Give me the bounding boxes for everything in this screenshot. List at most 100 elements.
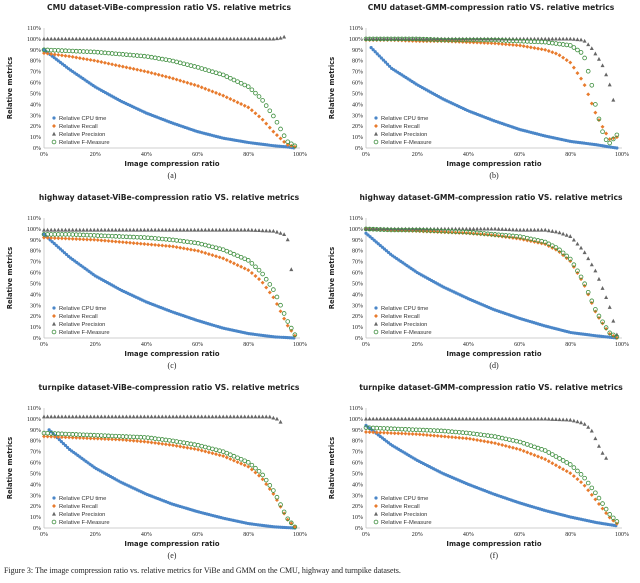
data-point-fmeasure	[181, 440, 187, 446]
data-point-precision	[224, 414, 229, 419]
data-point-recall	[478, 438, 483, 443]
data-point-recall	[525, 44, 530, 49]
data-point-recall	[228, 97, 233, 101]
y-tick-label: 0%	[355, 526, 363, 532]
y-tick-label: 90%	[30, 48, 41, 54]
data-point-recall	[85, 57, 89, 62]
data-point-fmeasure	[249, 261, 255, 266]
data-point-precision	[163, 227, 168, 232]
data-point-recall	[149, 440, 154, 445]
data-point-precision	[106, 227, 111, 232]
y-tick-label: 50%	[352, 471, 363, 477]
data-point-precision	[267, 414, 272, 419]
data-point-precision	[493, 226, 498, 231]
series-cpu	[42, 48, 296, 150]
data-point-recall	[503, 42, 508, 47]
data-point-precision	[131, 414, 136, 419]
x-axis-label: Image compression ratio	[124, 350, 219, 358]
legend-marker-recall	[374, 314, 378, 318]
data-point-fmeasure	[253, 465, 258, 471]
data-point-recall	[52, 236, 57, 241]
data-point-recall	[589, 101, 594, 106]
data-point-recall	[185, 80, 190, 85]
data-point-precision	[417, 36, 422, 41]
data-point-recall	[424, 433, 429, 437]
data-point-precision	[546, 416, 551, 421]
data-point-cpu	[52, 241, 56, 246]
data-point-fmeasure	[271, 287, 276, 292]
data-point-fmeasure	[614, 519, 620, 524]
data-point-recall	[410, 432, 415, 436]
x-tick-label: 60%	[514, 342, 525, 348]
x-tick-label: 0%	[362, 152, 370, 158]
data-point-fmeasure	[607, 512, 613, 517]
data-point-precision	[493, 416, 498, 421]
data-point-recall	[110, 437, 115, 442]
data-point-recall	[446, 230, 451, 235]
data-point-cpu	[64, 252, 69, 257]
data-point-recall	[120, 240, 125, 245]
legend-label-cpu: Relative CPU time	[59, 496, 106, 502]
figure-caption: Figure 3: The image compression ratio vs…	[4, 566, 401, 575]
data-point-precision	[510, 416, 515, 421]
data-point-precision	[399, 416, 404, 421]
legend: Relative CPU time Relative Recall Relative…	[373, 116, 432, 146]
data-point-fmeasure	[274, 119, 280, 125]
chart-title: turnpike dataset-GMM-compression ratio V…	[359, 383, 623, 392]
data-point-fmeasure	[267, 108, 273, 114]
data-point-precision	[117, 414, 122, 419]
data-point-recall	[242, 463, 247, 468]
data-point-recall	[113, 239, 118, 244]
data-point-precision	[235, 227, 240, 232]
data-point-precision	[571, 418, 576, 423]
data-point-recall	[407, 431, 411, 436]
data-point-fmeasure	[578, 50, 584, 55]
data-point-recall	[181, 246, 186, 251]
data-point-recall	[593, 110, 598, 115]
data-point-recall	[439, 230, 444, 235]
data-point-precision	[67, 414, 72, 419]
data-point-cpu	[379, 56, 383, 60]
data-point-precision	[389, 226, 394, 231]
x-tick-label: 40%	[463, 532, 474, 538]
data-point-recall	[253, 274, 258, 279]
data-point-precision	[575, 241, 580, 246]
legend-marker-precision	[52, 511, 56, 516]
data-point-precision	[196, 414, 201, 419]
data-point-precision	[92, 414, 97, 419]
data-point-precision	[582, 250, 587, 255]
data-point-fmeasure	[489, 433, 494, 439]
data-point-recall	[282, 316, 287, 321]
data-point-precision	[475, 416, 480, 421]
y-axis-label: Relative metrics	[328, 247, 336, 309]
data-point-precision	[63, 227, 68, 232]
data-point-precision	[446, 36, 451, 41]
data-point-precision	[278, 35, 283, 40]
data-point-precision	[521, 416, 526, 421]
data-point-recall	[246, 105, 251, 110]
data-point-recall	[553, 51, 558, 56]
data-point-recall	[178, 78, 183, 83]
x-tick-label: 60%	[514, 152, 525, 158]
data-point-recall	[214, 90, 219, 95]
y-tick-label: 40%	[30, 102, 41, 108]
data-point-precision	[467, 416, 472, 421]
panel-label: (b)	[489, 171, 499, 180]
data-point-recall	[600, 124, 605, 129]
data-point-recall	[42, 51, 46, 56]
legend-label-recall: Relative Recall	[59, 504, 98, 510]
data-point-precision	[203, 36, 208, 41]
data-point-precision	[59, 227, 64, 232]
data-point-precision	[586, 256, 591, 261]
data-point-recall	[117, 437, 122, 442]
y-tick-label: 60%	[30, 271, 41, 277]
data-point-fmeasure	[585, 289, 591, 295]
data-point-recall	[88, 237, 93, 242]
data-point-precision	[174, 36, 179, 41]
data-point-fmeasure	[281, 311, 287, 316]
data-point-precision	[217, 414, 222, 419]
data-point-precision	[110, 36, 115, 41]
data-point-recall	[267, 487, 272, 491]
panel-label: (e)	[168, 551, 177, 560]
data-point-precision	[239, 227, 244, 232]
